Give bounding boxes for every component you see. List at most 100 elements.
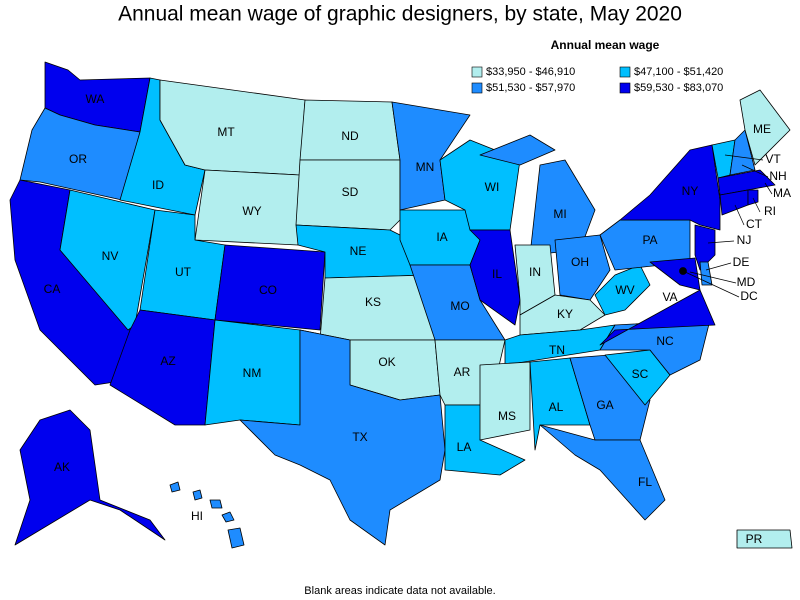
- legend-label: $51,530 - $57,970: [486, 82, 575, 94]
- state-tx: [239, 329, 446, 546]
- state-label: PA: [642, 233, 657, 247]
- state-label: NY: [682, 184, 699, 198]
- leader-line: [689, 271, 737, 284]
- state-label: KY: [557, 307, 573, 321]
- state-label: TN: [549, 343, 565, 357]
- state-label: TX: [352, 430, 367, 444]
- state-label: NJ: [737, 233, 752, 247]
- state-label: KS: [365, 295, 381, 309]
- state-label: MT: [217, 125, 235, 139]
- legend-swatch: [619, 66, 631, 78]
- state-label: FL: [638, 475, 652, 489]
- state-label: VT: [765, 152, 781, 166]
- state-label: MN: [416, 160, 435, 174]
- state-hi: [209, 499, 223, 509]
- state-label: AZ: [160, 354, 175, 368]
- legend-swatch: [471, 82, 483, 94]
- state-hi: [192, 489, 203, 501]
- leader-line: [724, 154, 764, 161]
- state-label: GA: [596, 398, 613, 412]
- state-label: WV: [615, 283, 634, 297]
- state-de: [699, 261, 713, 286]
- states: [9, 61, 793, 549]
- map-title: Annual mean wage of graphic designers, b…: [118, 3, 682, 26]
- state-hi: [227, 527, 245, 549]
- state-label: AR: [454, 365, 471, 379]
- state-label: MD: [737, 275, 756, 289]
- state-ms: [479, 361, 531, 441]
- state-label: MI: [553, 207, 566, 221]
- state-label: ME: [753, 122, 771, 136]
- leader-line: [707, 240, 735, 244]
- state-pa: [599, 219, 691, 271]
- state-label: NV: [102, 249, 119, 263]
- state-label: LA: [457, 440, 472, 454]
- state-mo: [409, 264, 506, 341]
- state-label: MA: [773, 186, 791, 200]
- state-oh: [554, 234, 611, 301]
- leader-line: [682, 270, 740, 298]
- state-co: [214, 244, 326, 331]
- state-label: PR: [746, 532, 763, 546]
- state-fl: [539, 424, 666, 521]
- state-ak: [14, 409, 166, 546]
- state-ri: [747, 189, 759, 206]
- state-md: [649, 257, 701, 291]
- state-mi: [479, 134, 556, 166]
- state-label: CT: [746, 217, 763, 231]
- leader-line: [734, 204, 745, 226]
- state-label: OH: [571, 255, 589, 269]
- legend-label: $59,530 - $83,070: [634, 82, 723, 94]
- state-label: HI: [191, 509, 203, 523]
- state-label: MS: [498, 409, 516, 423]
- state-label: AK: [54, 460, 70, 474]
- state-nc: [599, 319, 711, 376]
- state-label: NH: [769, 169, 786, 183]
- state-label: MO: [450, 299, 469, 313]
- state-label: VA: [662, 290, 677, 304]
- state-label: CO: [259, 283, 277, 297]
- state-va: [599, 289, 716, 346]
- leader-line: [752, 197, 761, 213]
- state-ny: [619, 144, 721, 231]
- state-me: [739, 89, 791, 166]
- state-label: RI: [764, 204, 776, 218]
- state-hi: [221, 511, 235, 523]
- legend-swatch: [619, 82, 631, 94]
- state-label: SD: [342, 185, 359, 199]
- state-pr: [736, 529, 793, 549]
- state-mi: [529, 159, 596, 256]
- leader-line: [764, 182, 773, 195]
- state-label: DC: [740, 289, 758, 303]
- state-label: IL: [492, 267, 502, 281]
- legend-swatch: [471, 66, 483, 78]
- state-label: AL: [549, 400, 564, 414]
- state-nh: [729, 129, 756, 176]
- state-label: ID: [152, 178, 164, 192]
- state-label: SC: [632, 367, 649, 381]
- leader-line: [705, 262, 732, 271]
- state-label: NM: [243, 366, 262, 380]
- state-label: NC: [656, 334, 674, 348]
- labels: WA OR CA NV ID MT WY UT AZ CO NM ND SD NE KS OK TX MN IA MO…: [44, 92, 791, 546]
- legend-title: Annual mean wage: [551, 38, 660, 52]
- state-ma: [717, 169, 776, 196]
- state-label: DE: [733, 255, 750, 269]
- state-al: [529, 357, 591, 451]
- state-il: [469, 229, 521, 326]
- state-label: UT: [175, 265, 192, 279]
- state-label: ND: [341, 129, 359, 143]
- leader-line: [741, 164, 769, 178]
- legend-label: $47,100 - $51,420: [634, 66, 723, 78]
- state-label: IA: [436, 230, 447, 244]
- state-label: IN: [529, 265, 541, 279]
- state-label: WI: [485, 180, 500, 194]
- legend-label: $33,950 - $46,910: [486, 66, 575, 78]
- state-sd: [295, 159, 401, 231]
- state-wv: [594, 264, 651, 316]
- state-label: CA: [44, 282, 61, 296]
- state-label: NE: [350, 244, 367, 258]
- state-label: OK: [378, 355, 395, 369]
- state-label: WY: [242, 204, 261, 218]
